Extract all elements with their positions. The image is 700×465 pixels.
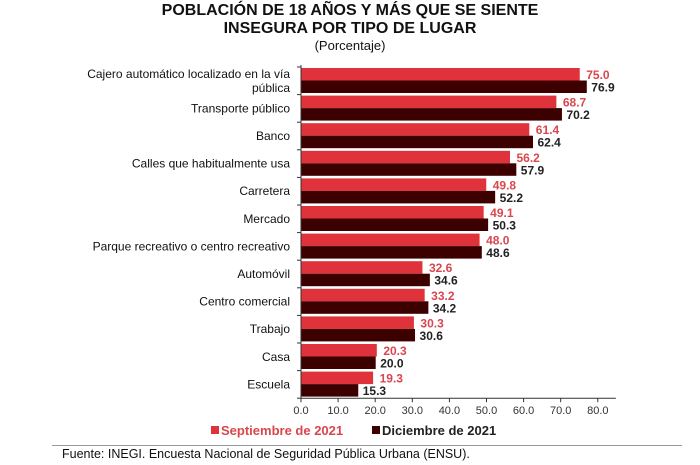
bar-septiembre xyxy=(301,150,511,164)
data-label: 20.0 xyxy=(380,357,404,371)
bar-diciembre xyxy=(301,190,496,204)
category-label: Casa xyxy=(262,350,290,364)
data-label: 56.2 xyxy=(517,151,541,165)
category-label: Banco xyxy=(256,129,290,143)
category-label: Parque recreativo o centro recreativo xyxy=(93,239,291,253)
bar-diciembre xyxy=(301,80,587,93)
data-label: 48.6 xyxy=(486,246,510,260)
bar-septiembre xyxy=(301,288,425,302)
bar-septiembre xyxy=(301,206,484,219)
data-label: 20.3 xyxy=(383,344,407,358)
data-label: 75.0 xyxy=(586,68,610,82)
data-label: 61.4 xyxy=(536,123,560,137)
data-label: 48.0 xyxy=(486,234,510,248)
category-label: Mercado xyxy=(243,212,290,226)
bar-septiembre xyxy=(301,123,530,136)
bar-diciembre xyxy=(301,163,517,176)
category-label: Calles que habitualmente usa xyxy=(132,157,290,171)
bar-diciembre xyxy=(301,135,534,149)
category-label: Carretera xyxy=(239,184,290,198)
data-label: 70.2 xyxy=(566,108,590,122)
x-tick-label: 70.0 xyxy=(550,405,571,417)
data-label: 49.1 xyxy=(490,206,514,220)
data-label: 57.9 xyxy=(521,163,545,177)
category-label: Trabajo xyxy=(250,322,291,336)
x-tick-label: 50.0 xyxy=(476,405,497,417)
bar-diciembre xyxy=(301,246,482,259)
category-label: Transporte público xyxy=(191,101,290,115)
source-note: Fuente: INEGI. Encuesta Nacional de Segu… xyxy=(62,447,470,461)
chart-title-line1: POBLACIÓN DE 18 AÑOS Y MÁS QUE SE SIENTE xyxy=(161,2,539,19)
bar-septiembre xyxy=(301,178,487,191)
bar-septiembre xyxy=(301,261,423,274)
data-label: 34.6 xyxy=(434,274,458,288)
category-label: Centro comercial xyxy=(199,295,290,309)
data-label: 62.4 xyxy=(538,136,562,150)
bar-diciembre xyxy=(301,108,562,121)
x-tick-label: 20.0 xyxy=(364,405,385,417)
category-label: Automóvil xyxy=(237,267,290,281)
data-label: 30.3 xyxy=(420,316,444,330)
category-label: Cajero automático localizado en la vía xyxy=(87,67,290,81)
bar-diciembre xyxy=(301,384,359,397)
category-label: pública xyxy=(252,81,290,95)
legend-swatch-diciembre xyxy=(372,426,380,434)
data-label: 76.9 xyxy=(591,81,615,95)
bar-septiembre xyxy=(301,316,414,329)
bar-diciembre xyxy=(301,356,376,369)
data-label: 49.8 xyxy=(493,178,517,192)
bar-diciembre xyxy=(301,218,489,231)
data-label: 30.6 xyxy=(420,329,444,343)
chart-title-line2: INSEGURA POR TIPO DE LUGAR xyxy=(223,20,477,37)
data-label: 19.3 xyxy=(380,372,404,386)
bar-septiembre xyxy=(301,95,557,109)
data-label: 33.2 xyxy=(431,289,455,303)
bar-diciembre xyxy=(301,273,430,287)
bar-diciembre xyxy=(301,328,416,342)
bar-septiembre xyxy=(301,344,377,357)
x-tick-label: 40.0 xyxy=(439,405,460,417)
bar-septiembre xyxy=(301,233,480,247)
chart-subtitle: (Porcentaje) xyxy=(314,38,386,53)
bar-septiembre xyxy=(301,371,374,385)
bar-diciembre xyxy=(301,301,429,314)
footer-divider xyxy=(52,445,682,446)
x-tick-label: 30.0 xyxy=(402,405,423,417)
x-tick-label: 80.0 xyxy=(587,405,608,417)
legend-swatch-septiembre xyxy=(211,426,219,434)
data-label: 50.3 xyxy=(493,219,517,233)
data-label: 52.2 xyxy=(500,191,524,205)
x-tick-label: 60.0 xyxy=(513,405,534,417)
x-tick-label: 0.0 xyxy=(293,405,308,417)
x-tick-label: 10.0 xyxy=(327,405,348,417)
data-label: 34.2 xyxy=(433,301,457,315)
category-label: Escuela xyxy=(247,377,290,391)
data-label: 15.3 xyxy=(363,384,387,398)
data-label: 32.6 xyxy=(429,261,453,275)
data-label: 68.7 xyxy=(563,96,587,110)
legend-label-septiembre: Septiembre de 2021 xyxy=(221,423,343,438)
bar-septiembre xyxy=(301,68,580,81)
legend-label-diciembre: Diciembre de 2021 xyxy=(382,423,496,438)
